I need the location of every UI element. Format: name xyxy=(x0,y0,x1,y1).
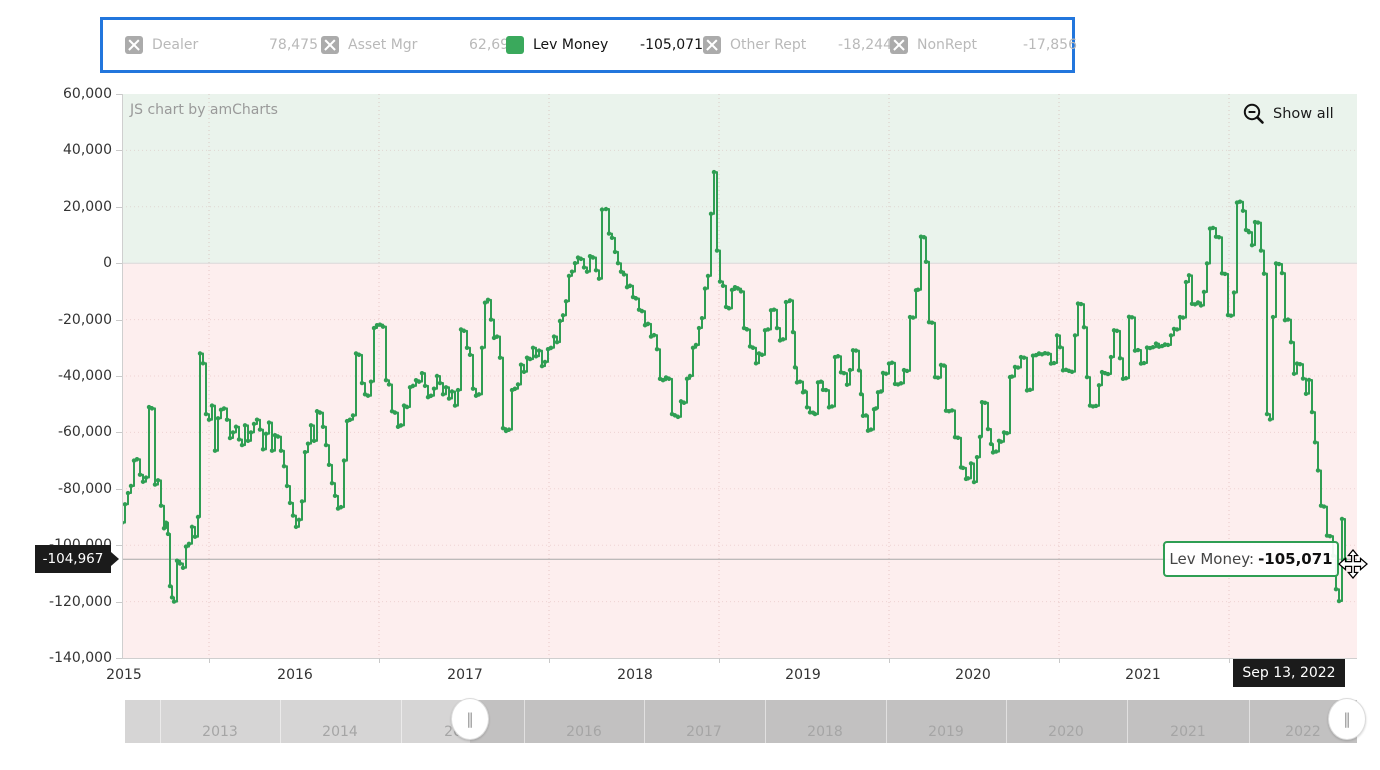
legend-item-dealer[interactable]: Dealer78,475 xyxy=(125,20,318,70)
legend-value: 78,475 xyxy=(218,37,318,53)
scrollbar-selected-range[interactable] xyxy=(470,700,1357,743)
tooltip-value: -105,071 xyxy=(1258,550,1333,568)
scrollbar-year-label: 2018 xyxy=(807,724,843,740)
legend-item-other-rept[interactable]: Other Rept-18,244 xyxy=(703,20,892,70)
date-axis-balloon: Sep 13, 2022 xyxy=(1233,659,1345,687)
series-tooltip: Lev Money:-105,071 xyxy=(1163,541,1339,577)
value-axis-line xyxy=(122,94,123,658)
x-axis-label: 2021 xyxy=(1125,667,1161,683)
legend-item-nonrept[interactable]: NonRept-17,856 xyxy=(890,20,1077,70)
legend-label: Other Rept xyxy=(730,37,814,53)
show-all-label: Show all xyxy=(1273,106,1334,122)
x-axis-label: 2015 xyxy=(106,667,142,683)
x-axis-label: 2017 xyxy=(447,667,483,683)
period-scrollbar[interactable]: 2013201420152016201720182019202020212022… xyxy=(125,700,1357,743)
move-cursor-icon xyxy=(1338,549,1368,579)
scrollbar-year-label: 2020 xyxy=(1048,724,1084,740)
scrollbar-year-label: 2017 xyxy=(686,724,722,740)
show-all-button[interactable]: Show all xyxy=(1242,102,1334,126)
date-axis-line xyxy=(122,658,1357,659)
y-axis-label: -60,000 xyxy=(58,424,112,440)
legend-label: Asset Mgr xyxy=(348,37,426,53)
scrollbar-year-label: 2022 xyxy=(1285,724,1321,740)
series-marker-icon xyxy=(506,36,524,54)
scrollbar-year-label: 2019 xyxy=(928,724,964,740)
scrollbar-year-label: 2013 xyxy=(202,724,238,740)
y-axis-label: 60,000 xyxy=(63,86,112,102)
legend-value: 62,696 xyxy=(426,37,518,53)
y-axis-label: -20,000 xyxy=(58,312,112,328)
amcharts-branding: JS chart by amCharts xyxy=(130,102,278,118)
y-axis-label: 40,000 xyxy=(63,142,112,158)
legend-box: Dealer78,475Asset Mgr62,696Lev Money-105… xyxy=(100,17,1075,73)
y-axis-label: -80,000 xyxy=(58,481,112,497)
scrollbar-right-grip[interactable]: ‖ xyxy=(1328,698,1366,740)
legend-item-lev-money[interactable]: Lev Money-105,071 xyxy=(506,20,703,70)
legend-label: NonRept xyxy=(917,37,987,53)
legend-value: -18,244 xyxy=(814,37,892,53)
legend-label: Lev Money xyxy=(533,37,615,53)
y-axis-label: -120,000 xyxy=(49,594,112,610)
x-axis-label: 2018 xyxy=(617,667,653,683)
y-axis-label: 0 xyxy=(103,255,112,271)
tooltip-label: Lev Money: xyxy=(1169,550,1254,568)
legend-value: -17,856 xyxy=(987,37,1077,53)
disabled-series-x-icon xyxy=(703,36,721,54)
scrollbar-year-label: 2021 xyxy=(1170,724,1206,740)
scrollbar-left-grip[interactable]: ‖ xyxy=(451,698,489,740)
value-axis-balloon: -104,967 xyxy=(35,545,111,573)
x-axis-label: 2019 xyxy=(785,667,821,683)
chart-application: { "branding": "JS chart by amCharts", "c… xyxy=(0,0,1380,770)
disabled-series-x-icon xyxy=(125,36,143,54)
disabled-series-x-icon xyxy=(321,36,339,54)
legend-label: Dealer xyxy=(152,37,218,53)
scrollbar-year-label: 2016 xyxy=(566,724,602,740)
scrollbar-year-label: 2014 xyxy=(322,724,358,740)
y-axis-label: -140,000 xyxy=(49,650,112,666)
zoom-out-icon xyxy=(1242,102,1266,126)
y-axis-label: 20,000 xyxy=(63,199,112,215)
x-axis-label: 2016 xyxy=(277,667,313,683)
legend-item-asset-mgr[interactable]: Asset Mgr62,696 xyxy=(321,20,518,70)
x-axis-label: 2020 xyxy=(955,667,991,683)
legend-value: -105,071 xyxy=(615,37,703,53)
y-axis-label: -40,000 xyxy=(58,368,112,384)
disabled-series-x-icon xyxy=(890,36,908,54)
